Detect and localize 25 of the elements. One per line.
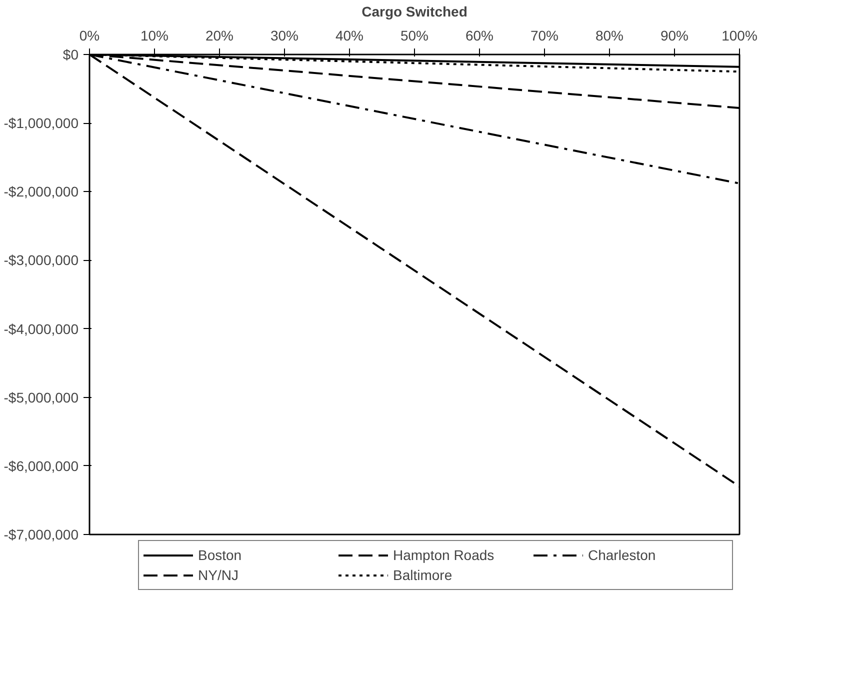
- y-tick-label: -$7,000,000: [4, 526, 79, 542]
- y-tick-label: -$4,000,000: [4, 320, 79, 337]
- x-tick-label: 80%: [595, 28, 624, 44]
- x-tick-label: 10%: [140, 28, 169, 44]
- legend-label: NY/NJ: [198, 567, 240, 583]
- y-tick-label: -$1,000,000: [4, 115, 79, 132]
- y-tick-label: -$6,000,000: [4, 458, 79, 474]
- legend-label: Charleston: [588, 547, 657, 563]
- y-tick-label: $0: [62, 46, 79, 62]
- x-tick-label: 0%: [79, 28, 100, 44]
- y-tick-label: -$5,000,000: [4, 389, 79, 406]
- y-tick-label: -$3,000,000: [4, 252, 79, 268]
- x-tick-label: 90%: [660, 28, 689, 44]
- x-tick-label: 100%: [722, 28, 758, 44]
- legend-label: Boston: [198, 547, 243, 563]
- x-tick-label: 40%: [335, 28, 364, 44]
- y-tick-label: -$2,000,000: [4, 184, 79, 200]
- x-tick-label: 50%: [400, 28, 429, 44]
- x-axis-title: Cargo Switched: [362, 4, 468, 20]
- x-tick-label: 30%: [270, 28, 299, 44]
- legend-label: Baltimore: [393, 567, 454, 583]
- legend-label: Hampton Roads: [393, 547, 496, 563]
- x-tick-label: 70%: [530, 28, 559, 44]
- x-tick-label: 60%: [465, 28, 494, 44]
- x-tick-label: 20%: [205, 28, 234, 44]
